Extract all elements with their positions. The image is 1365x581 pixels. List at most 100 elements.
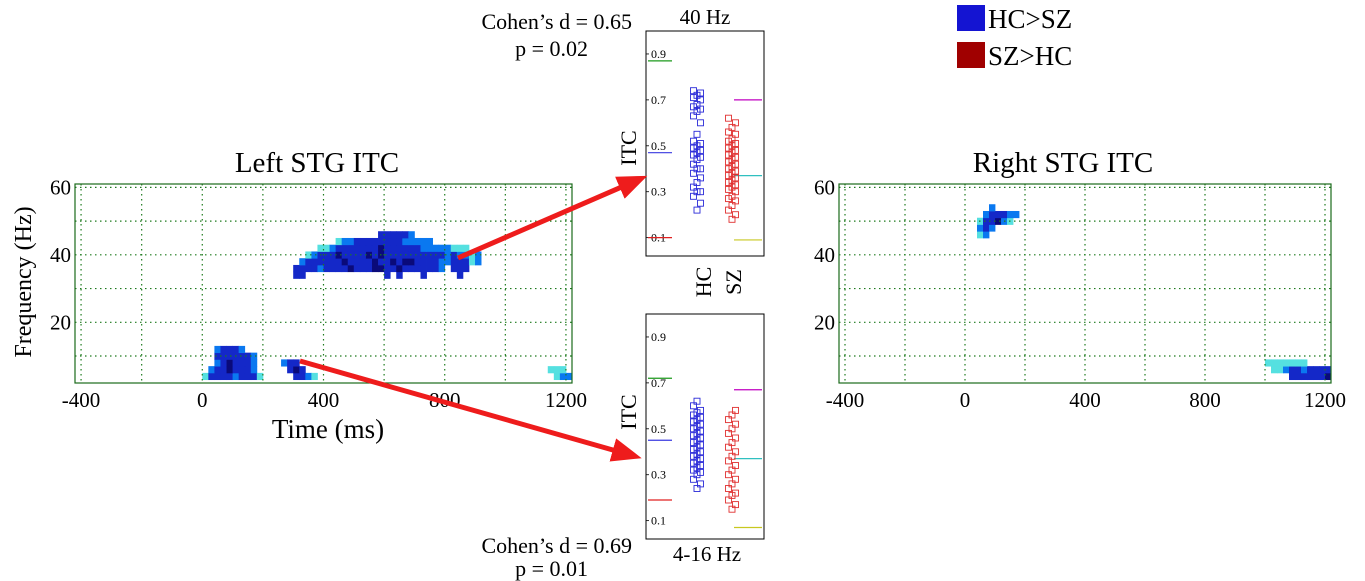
itc-4-16hz-hc-point (690, 452, 697, 460)
itc-4-16hz-sz-point (725, 496, 732, 504)
left-stg-cell (559, 366, 567, 374)
itc-40hz-sz-point (728, 163, 736, 170)
right-stg-cell (983, 231, 990, 239)
right-stg-xtick-label: 0 (960, 388, 971, 412)
left-stg-cell (220, 372, 227, 381)
itc-4-16hz-sz-point (728, 466, 736, 474)
itc-40hz-hc-point (697, 199, 704, 207)
left-stg-cell (438, 264, 446, 273)
itc-40hz-sz-point (732, 153, 739, 161)
itc-4-16hz-hc-point (690, 446, 697, 453)
left-stg-cell (299, 264, 306, 273)
itc-40hz-hc-point (693, 149, 701, 157)
left-stg-cell (438, 258, 446, 266)
itc-4-16hz-hc-point (693, 443, 701, 451)
right-stg-cell (1325, 372, 1332, 381)
itc-40hz-hc-point (690, 183, 697, 191)
itc-4-16hz-sz-point (725, 471, 732, 479)
itc-4-16hz-sz-point (732, 420, 739, 428)
left-stg-cell (414, 264, 421, 273)
left-stg-cell (250, 359, 258, 367)
itc-4-16hz-hc-point (693, 485, 701, 492)
left-stg-cell (547, 366, 555, 374)
itc-4-16hz-scatter: 0.1 0.3 0.5 0.7 0.9 (646, 330, 762, 529)
itc-4-16hz-ytick-label: 0.1 (651, 514, 666, 528)
right-stg-ytick-label: 40 (814, 243, 835, 267)
itc-4-16hz-ytick-label: 0.3 (651, 468, 666, 482)
itc-40hz-sz-point (732, 174, 739, 182)
right-stg-cell (1295, 359, 1302, 367)
right-stg-cell (989, 217, 996, 225)
left-stg-cell (353, 258, 361, 266)
left-stg-cell (438, 244, 446, 252)
itc-40hz-hc-point (697, 165, 704, 173)
itc-40hz-sz-point (725, 151, 732, 159)
right-stg-cell (989, 224, 996, 232)
left-stg-cell (462, 244, 470, 252)
left-stg-xlabel: Time (ms) (272, 414, 384, 444)
right-stg-cell (1301, 359, 1308, 367)
itc-4-16hz-sz-point (725, 485, 732, 492)
itc-40hz-sz-point (732, 181, 739, 189)
left-stg-cell (475, 258, 482, 266)
left-stg-cell (402, 231, 409, 239)
right-stg-cell (1289, 372, 1296, 381)
itc-40hz-sz-point (732, 140, 739, 147)
left-stg-cell (384, 244, 391, 252)
left-stg-cell (402, 258, 409, 266)
left-stg-cell (396, 264, 403, 273)
itc-40hz-sz-point (732, 119, 739, 127)
itc-40hz-hc-point (690, 160, 697, 168)
left-stg-cell (420, 271, 427, 279)
left-stg-cell (365, 244, 373, 252)
itc-40hz-hc-point (693, 130, 701, 138)
left-stg-cell (371, 237, 379, 246)
right-stg-cell (1013, 210, 1020, 219)
left-stg-cell (444, 244, 452, 252)
itc-4-16hz-sz-point (728, 411, 736, 419)
itc-4-16hz-hc-point (697, 441, 704, 449)
left-stg-cell (214, 372, 221, 381)
itc-4-16hz-hc-point (690, 418, 697, 426)
left-stg-cell (450, 264, 458, 273)
arrow-to-4-16hz (299, 358, 642, 462)
left-stg-cell (408, 258, 415, 266)
itc-40hz-hc-point (697, 140, 704, 147)
itc-4-16hz-hc-point (697, 420, 704, 428)
left-stg-cell (414, 237, 421, 246)
itc-40hz-hc-point (690, 103, 697, 111)
left-stg-cell (365, 258, 373, 266)
left-stg-cell (378, 231, 385, 239)
left-stg-cell (414, 258, 421, 266)
left-stg-ytick-label: 60 (50, 175, 71, 199)
left-stg-cell (317, 258, 324, 266)
itc-40hz-xcat-hc: HC (691, 267, 716, 298)
right-stg-cell (1289, 359, 1296, 367)
left-stg-cell (450, 258, 458, 266)
right-stg-cell (1265, 359, 1272, 367)
itc-40hz-hc-point (693, 206, 701, 214)
itc-4-16hz-hc-point (697, 413, 704, 421)
itc-4-16hz-hc-point (693, 464, 701, 472)
left-stg-ytick-label: 40 (50, 243, 71, 267)
left-stg-cell (226, 366, 233, 374)
left-stg-cell (432, 244, 440, 252)
itc-4-16hz-hc-point (693, 436, 701, 444)
left-stg-frame (74, 183, 573, 384)
itc-4-16hz-pvalue: p = 0.01 (515, 556, 588, 581)
left-stg-cell (353, 244, 361, 252)
right-stg-cell (1277, 366, 1284, 374)
left-stg-cell (226, 372, 233, 381)
left-stg-cell (426, 251, 433, 259)
itc-40hz-hc-point (693, 101, 701, 108)
left-stg-cell (220, 366, 227, 374)
left-stg-cell (390, 264, 397, 273)
left-stg-cell (323, 258, 330, 266)
itc-40hz-sz-point (728, 135, 736, 143)
itc-40hz-hc-point (690, 192, 697, 200)
itc-4-16hz-sz-point (732, 434, 739, 442)
left-stg-cell (408, 231, 415, 239)
right-stg-title: Right STG ITC (973, 147, 1153, 179)
itc-40hz-hc-point (697, 96, 704, 104)
itc-4-16hz-panel: 0.1 0.3 0.5 0.7 0.9 ITC 4-16 Hz Cohen’s d = … (481, 313, 765, 581)
